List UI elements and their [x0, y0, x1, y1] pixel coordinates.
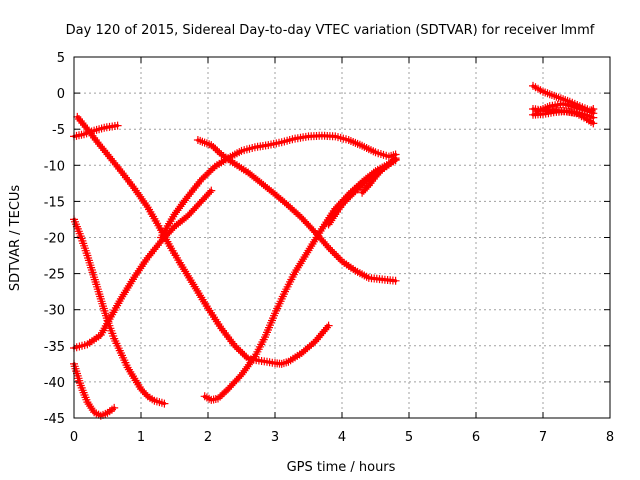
plus-markers: [73, 112, 333, 368]
x-tick-label: 1: [137, 430, 145, 445]
y-tick-label: 5: [57, 51, 65, 66]
x-tick-label: 6: [472, 430, 480, 445]
plus-markers: [532, 99, 598, 116]
x-axis-title: GPS time / hours: [287, 460, 396, 475]
plus-markers: [200, 155, 400, 404]
y-tick-label: -35: [44, 340, 65, 355]
data-series-track: [532, 99, 598, 116]
x-tick-label: 0: [70, 430, 78, 445]
y-tick-label: -10: [44, 159, 65, 174]
x-tick-label: 8: [606, 430, 614, 445]
x-tick-label: 2: [204, 430, 212, 445]
grid: [74, 57, 610, 418]
y-tick-label: -15: [44, 195, 65, 210]
chart-title: Day 120 of 2015, Sidereal Day-to-day VTE…: [66, 23, 595, 38]
axis-ticks: 0 1 2 3 4 5 6 7 8 5 0 -5 -10 -15 -20 -25 -30 -35 -40 -45: [44, 51, 614, 445]
plus-markers: [358, 154, 400, 197]
plot-area: [73, 56, 611, 419]
y-tick-label: -40: [44, 376, 65, 391]
y-tick-label: -5: [52, 123, 65, 138]
data-series-track: [193, 136, 400, 285]
plus-markers: [193, 136, 400, 285]
data-series-track: [200, 155, 400, 404]
plus-markers: [157, 131, 400, 242]
data-series-track: [70, 215, 169, 408]
data-series-track: [529, 107, 598, 128]
y-tick-label: -45: [44, 412, 65, 427]
y-axis-title: SDTVAR / TECUs: [8, 185, 23, 292]
data-series-track: [157, 131, 400, 242]
x-tick-label: 5: [405, 430, 413, 445]
data-series-track: [358, 154, 400, 197]
y-tick-label: -30: [44, 304, 65, 319]
data-series: [70, 81, 598, 420]
track-line: [72, 217, 167, 406]
data-series-track: [73, 112, 333, 368]
x-tick-label: 3: [271, 430, 279, 445]
y-tick-label: 0: [57, 87, 65, 102]
x-tick-label: 7: [539, 430, 547, 445]
track-line: [75, 115, 331, 366]
y-tick-label: -20: [44, 232, 65, 247]
x-tick-label: 4: [338, 430, 346, 445]
y-tick-label: -25: [44, 268, 65, 283]
plus-markers: [70, 359, 119, 420]
plus-markers: [70, 215, 169, 408]
data-series-track: [70, 359, 119, 420]
